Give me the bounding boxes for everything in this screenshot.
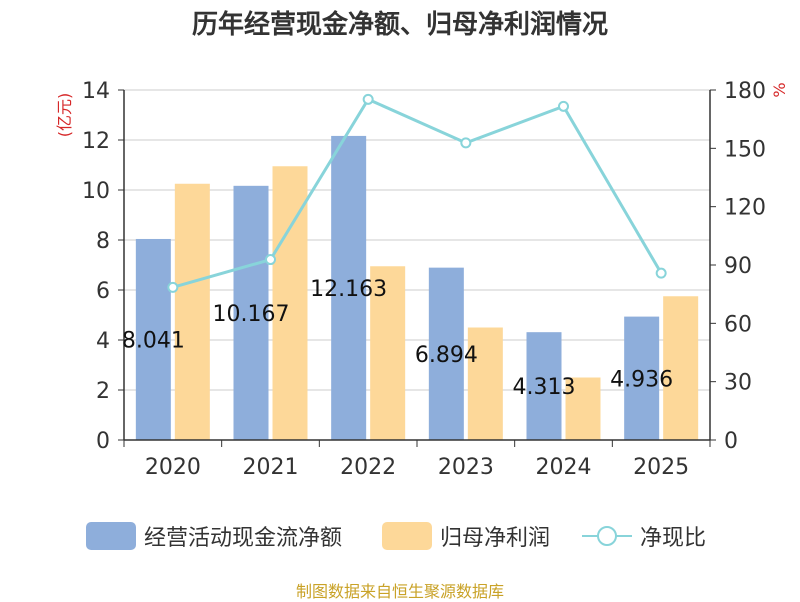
- bar-cash-flow: [428, 267, 464, 440]
- legend-item-cash-flow[interactable]: 经营活动现金流净额: [86, 520, 342, 552]
- legend-item-net-profit[interactable]: 归母净利润: [382, 520, 550, 552]
- bar-cash-flow: [135, 238, 171, 440]
- y-left-tick-label: 14: [82, 79, 110, 104]
- bar-net-profit: [272, 166, 308, 440]
- bar-net-profit: [370, 266, 406, 440]
- y-left-tick-label: 8: [96, 229, 110, 254]
- data-label-cash-flow: 10.167: [213, 302, 290, 327]
- bar-cash-flow: [624, 316, 660, 440]
- source-note: 制图数据来自恒生聚源数据库: [295, 582, 504, 601]
- data-label-cash-flow: 8.041: [122, 328, 185, 353]
- chart-title: 历年经营现金净额、归母净利润情况: [191, 10, 608, 40]
- legend: 经营活动现金流净额 归母净利润 净现比: [0, 516, 800, 556]
- x-tick-label: 2025: [633, 455, 689, 480]
- bar-net-profit: [174, 183, 210, 440]
- point-cash-ratio: [167, 281, 179, 293]
- data-label-cash-flow: 6.894: [415, 343, 478, 368]
- point-cash-ratio: [558, 100, 569, 112]
- legend-swatch-cash-ratio: [582, 522, 632, 550]
- point-cash-ratio: [362, 93, 374, 105]
- legend-item-cash-ratio[interactable]: 净现比: [582, 520, 706, 552]
- data-label-cash-flow: 4.313: [513, 375, 576, 400]
- bar-cash-flow: [233, 185, 269, 440]
- y-left-tick-label: 4: [96, 329, 110, 354]
- bar-cash-flow: [526, 332, 562, 440]
- x-tick-label: 2023: [438, 455, 494, 480]
- y-left-tick-label: 10: [82, 179, 110, 204]
- point-cash-ratio: [655, 267, 667, 279]
- y-left-tick-label: 0: [96, 429, 110, 454]
- x-tick-label: 2021: [243, 455, 299, 480]
- legend-label-cash-ratio: 净现比: [640, 526, 707, 551]
- bar-cash-flow: [331, 135, 367, 441]
- y-right-tick-label: 180: [724, 79, 766, 104]
- y-right-tick-label: 30: [724, 371, 752, 396]
- y-right-tick-label: 150: [724, 137, 766, 162]
- x-tick-label: 2020: [145, 455, 201, 480]
- bar-net-profit: [565, 377, 601, 440]
- bar-net-profit: [467, 327, 503, 440]
- y-right-tick-label: 90: [724, 254, 752, 279]
- data-label-cash-flow: 4.936: [610, 367, 673, 392]
- point-cash-ratio: [265, 254, 276, 266]
- y-right-tick-label: 60: [724, 312, 752, 337]
- y-left-unit-label: (亿元): [55, 93, 74, 138]
- legend-swatch-cash-flow: [86, 522, 136, 550]
- line-cash-ratio: [172, 97, 663, 289]
- y-right-tick-label: 120: [724, 196, 766, 221]
- x-tick-label: 2022: [340, 455, 396, 480]
- legend-swatch-net-profit: [382, 522, 432, 550]
- x-tick-label: 2024: [536, 455, 592, 480]
- legend-label-net-profit: 归母净利润: [440, 526, 551, 551]
- y-right-tick-label: 0: [724, 429, 738, 454]
- legend-label-cash-flow: 经营活动现金流净额: [144, 526, 343, 551]
- point-cash-ratio: [460, 137, 472, 149]
- y-right-unit-label: %: [770, 82, 789, 97]
- data-label-cash-flow: 12.163: [310, 277, 387, 302]
- y-left-tick-label: 6: [96, 279, 110, 304]
- y-left-tick-label: 2: [96, 379, 110, 404]
- bar-net-profit: [663, 296, 699, 440]
- y-left-tick-label: 12: [82, 129, 110, 154]
